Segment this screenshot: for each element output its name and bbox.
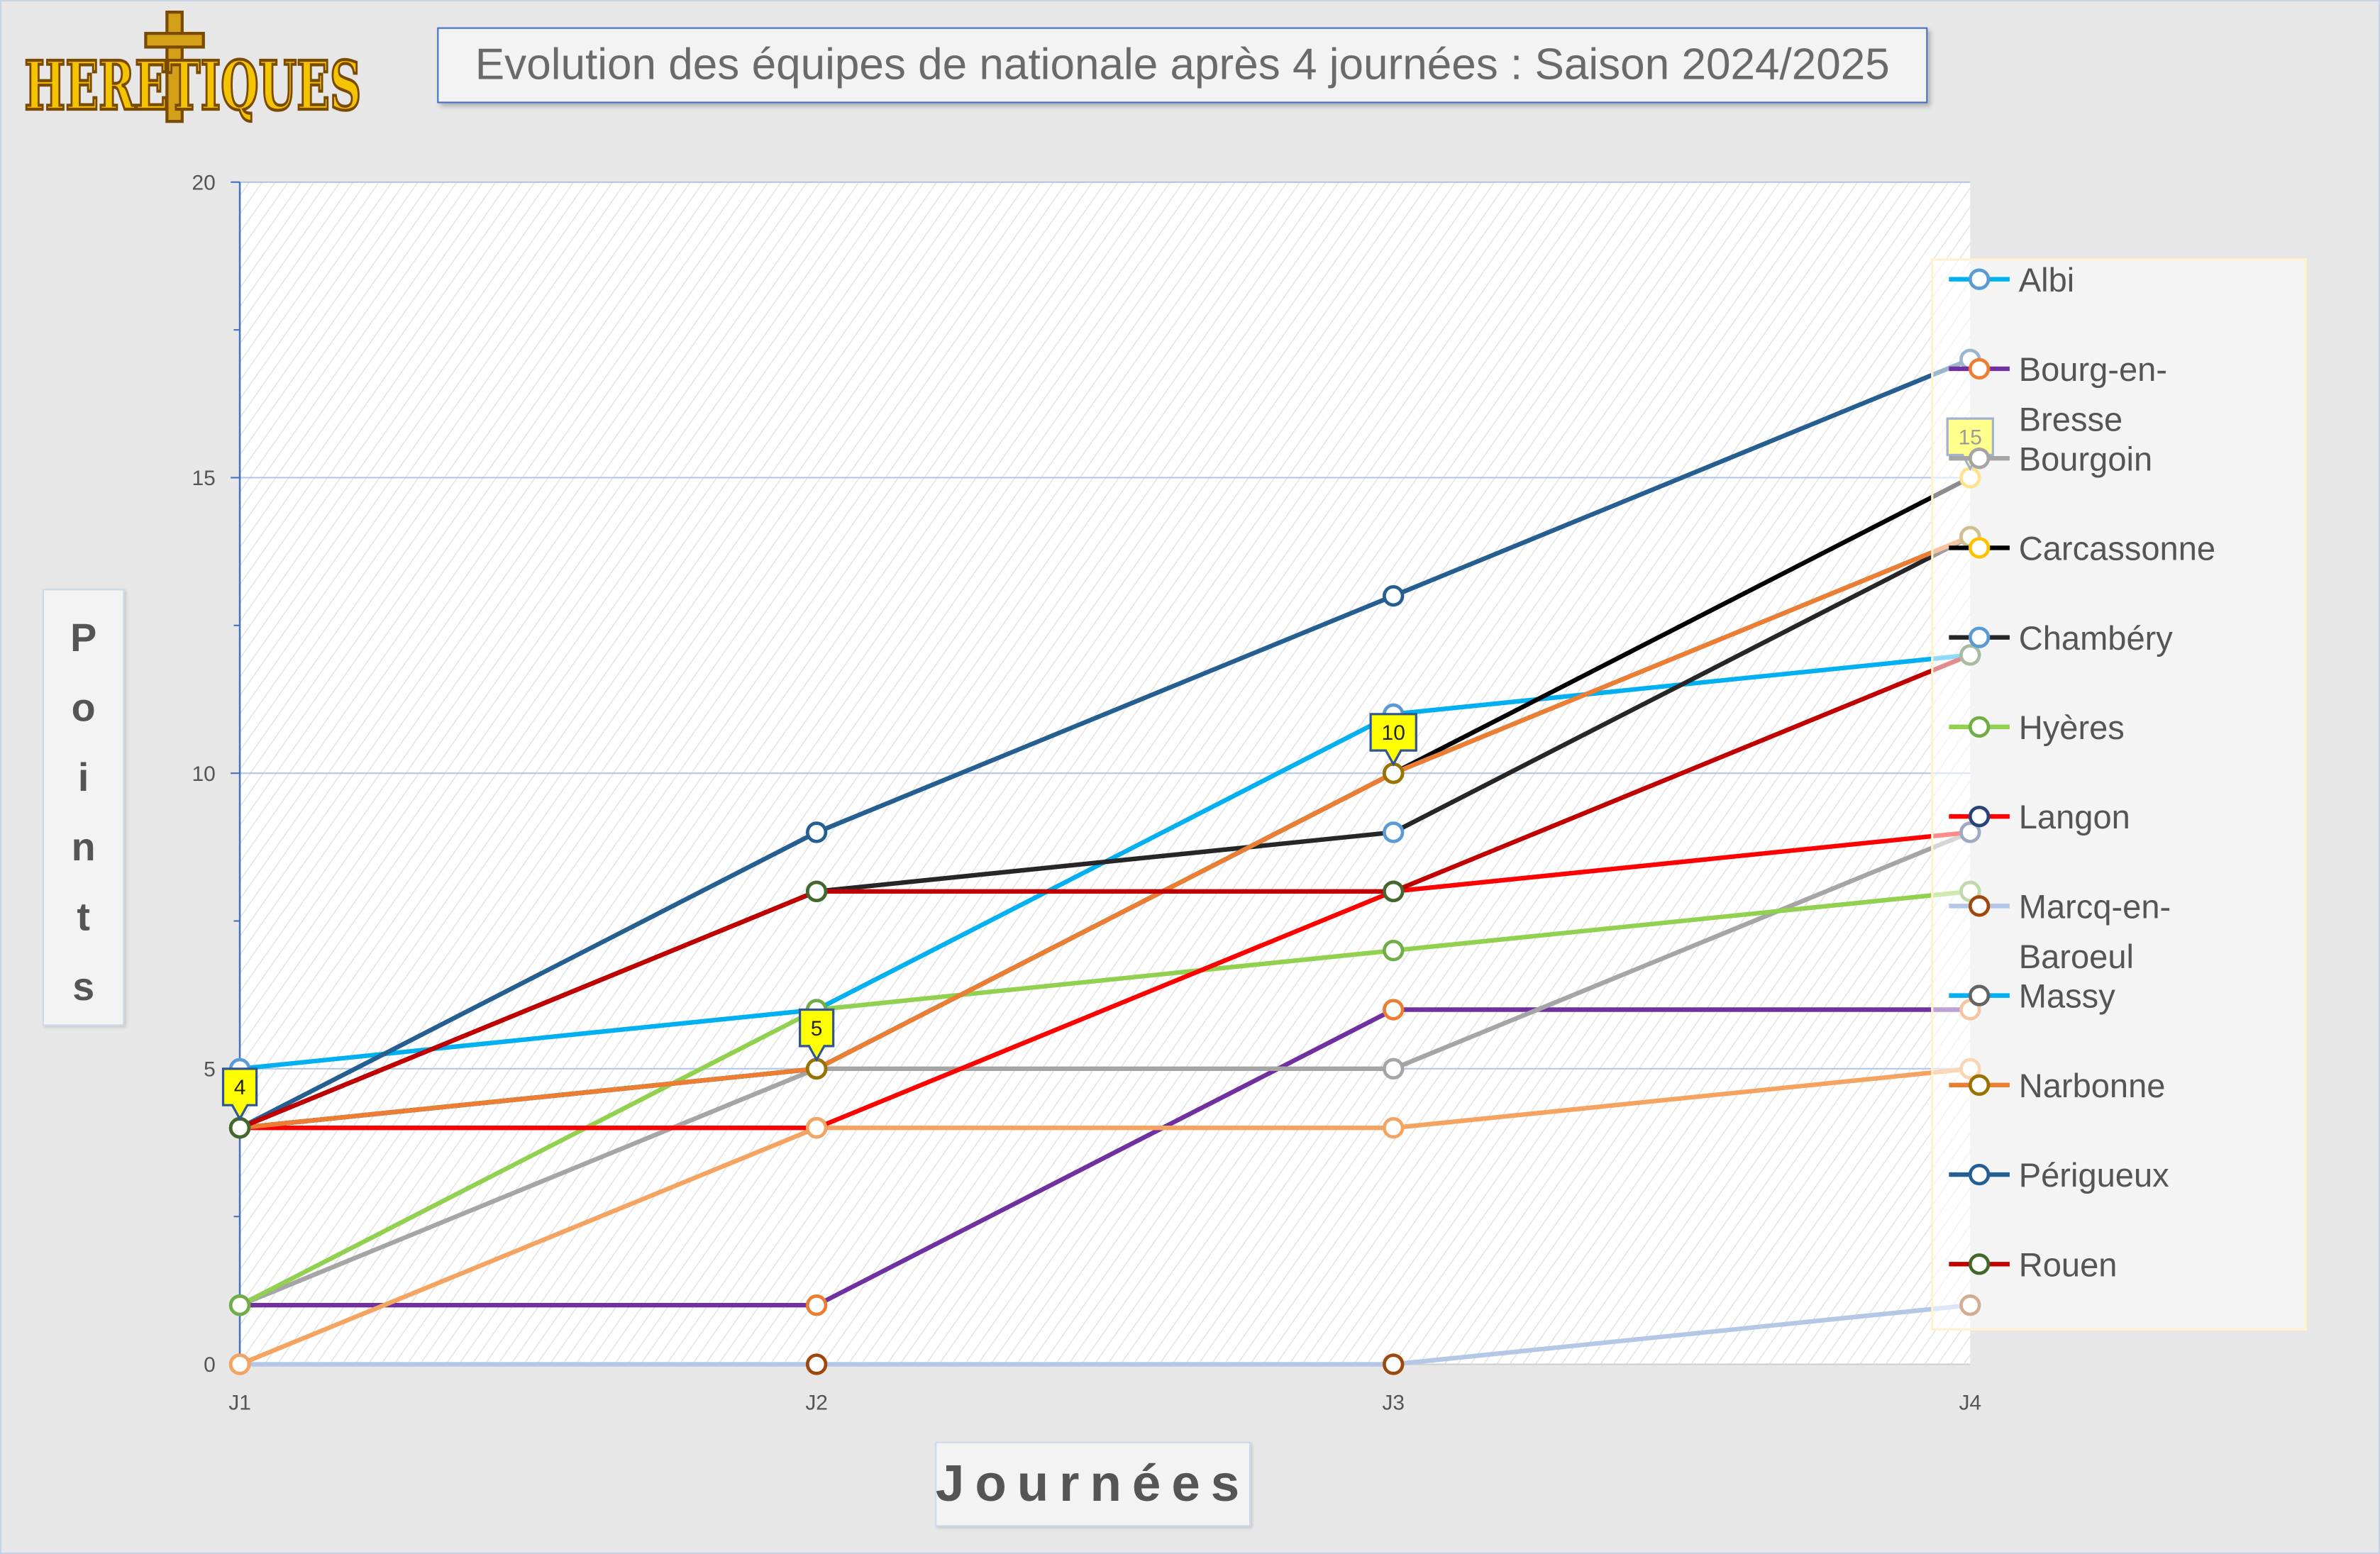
y-axis-label-letter: t bbox=[77, 894, 90, 940]
sword-icon bbox=[144, 10, 205, 123]
series-line bbox=[240, 830, 1971, 1131]
data-point bbox=[805, 1294, 828, 1316]
data-point bbox=[1383, 999, 1405, 1021]
y-axis-label-letter: i bbox=[77, 754, 89, 800]
data-point bbox=[1383, 1116, 1405, 1139]
series-line bbox=[238, 830, 1971, 1308]
data-point bbox=[1383, 880, 1405, 903]
legend-entry: Massy bbox=[2019, 977, 2115, 1015]
data-callout-label: 5 bbox=[811, 1017, 823, 1040]
legend-entry: Bourg-en- Bresse bbox=[2019, 350, 2167, 438]
legend-marker bbox=[1968, 447, 1991, 470]
data-callout bbox=[1369, 713, 1417, 767]
data-callout bbox=[221, 1067, 258, 1121]
series-line bbox=[238, 653, 1971, 1131]
legend-entry: Rouen bbox=[2019, 1245, 2118, 1283]
legend-marker bbox=[1968, 984, 1991, 1006]
y-axis-label-letter: P bbox=[70, 614, 97, 660]
y-tick-label: 10 bbox=[192, 762, 216, 786]
data-point bbox=[805, 880, 828, 903]
legend-entry: Carcassonne bbox=[2019, 530, 2215, 567]
legend-marker bbox=[1968, 1253, 1991, 1275]
legend-marker bbox=[1968, 895, 1991, 917]
series-line bbox=[238, 889, 1971, 1308]
legend-entry-line: Bourg-en- bbox=[2019, 350, 2167, 388]
data-point bbox=[1383, 1058, 1405, 1080]
legend-entry: Hyères bbox=[2019, 709, 2125, 746]
legend-marker bbox=[1968, 1074, 1991, 1097]
heretiques-logo: HERETIQUES bbox=[23, 10, 362, 124]
y-tick-label: 15 bbox=[192, 467, 216, 490]
legend-entry-line: Marcq-en- bbox=[2019, 887, 2171, 925]
legend-marker bbox=[1968, 626, 1991, 648]
legend-marker bbox=[1968, 357, 1991, 380]
data-point bbox=[1383, 762, 1405, 784]
series-line bbox=[240, 1303, 1971, 1367]
data-point bbox=[1383, 821, 1405, 843]
data-point bbox=[805, 821, 828, 843]
legend-marker bbox=[1968, 805, 1991, 828]
legend-marker bbox=[1968, 268, 1991, 290]
data-point bbox=[1383, 939, 1405, 962]
legend-entry: Marcq-en- Baroeul bbox=[2019, 887, 2171, 975]
series-line bbox=[238, 1066, 1971, 1367]
x-tick-label: J3 bbox=[1382, 1392, 1405, 1415]
y-axis-label-letter: s bbox=[72, 963, 95, 1009]
y-axis-label-letter: n bbox=[71, 823, 96, 870]
legend-entry: Chambéry bbox=[2019, 619, 2174, 657]
legend-entry: Langon bbox=[2019, 798, 2130, 836]
x-axis-label: Journées bbox=[935, 1441, 1251, 1527]
legend-entry: Albi bbox=[2019, 261, 2074, 299]
y-axis-label-letter: o bbox=[71, 684, 96, 731]
data-point bbox=[228, 1116, 251, 1139]
data-callout bbox=[799, 1008, 835, 1062]
legend-entry: Périgueux bbox=[2019, 1156, 2169, 1194]
data-point bbox=[1383, 584, 1405, 607]
legend-box bbox=[1931, 258, 2307, 1331]
series-line bbox=[240, 1007, 1971, 1308]
data-point bbox=[228, 1294, 251, 1316]
data-point bbox=[805, 1116, 828, 1139]
y-tick-label: 5 bbox=[204, 1058, 216, 1082]
x-tick-label: J1 bbox=[228, 1392, 251, 1415]
data-callout-label: 10 bbox=[1382, 721, 1405, 745]
data-callout-label: 4 bbox=[234, 1076, 246, 1099]
series-line bbox=[238, 357, 1971, 1131]
y-tick-label: 0 bbox=[204, 1353, 216, 1377]
legend-entry-line: Bresse bbox=[2019, 401, 2122, 438]
legend-entry: Bourgoin bbox=[2019, 440, 2152, 477]
data-point bbox=[1383, 1353, 1405, 1375]
y-tick-label: 20 bbox=[192, 171, 216, 194]
legend-entry: Narbonne bbox=[2019, 1067, 2166, 1104]
x-tick-label: J4 bbox=[1959, 1392, 1981, 1415]
legend-marker bbox=[1968, 537, 1991, 559]
data-point bbox=[228, 1353, 251, 1375]
logo-text: HERETIQUES bbox=[24, 48, 361, 124]
x-tick-label: J2 bbox=[805, 1392, 828, 1415]
chart-title: Evolution des équipes de nationale après… bbox=[437, 27, 1928, 104]
legend-marker bbox=[1968, 716, 1991, 738]
legend-marker bbox=[1968, 1163, 1991, 1186]
data-point bbox=[805, 1058, 828, 1080]
legend-entry-line: Baroeul bbox=[2019, 938, 2134, 975]
data-point bbox=[805, 1353, 828, 1375]
series-line bbox=[239, 534, 1971, 1131]
